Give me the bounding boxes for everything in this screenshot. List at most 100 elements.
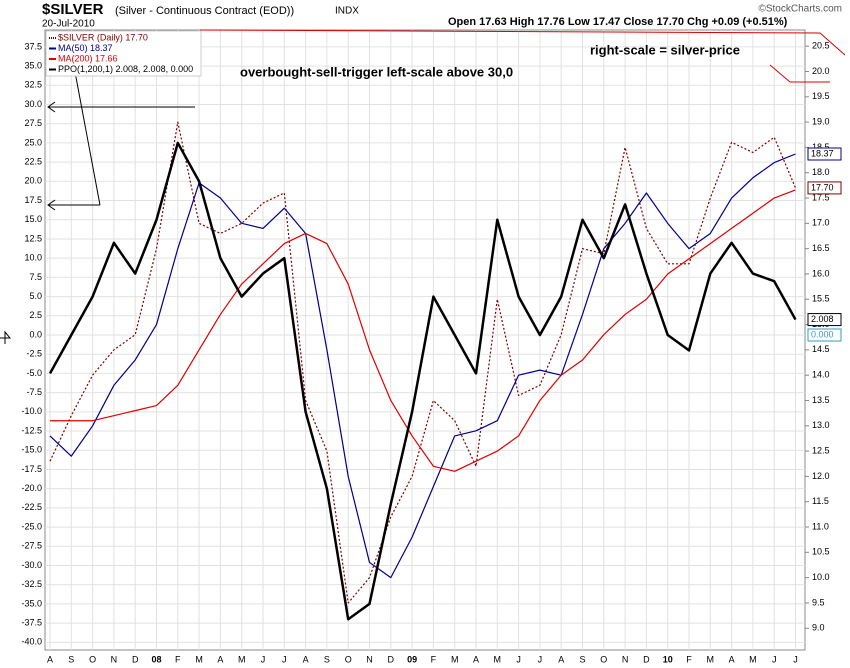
legend-label: $SILVER (Daily) 17.70 [58,32,148,42]
y-tick-label: -35.0 [21,598,42,608]
y2-tick-label: 20.5 [812,41,830,51]
y-tick-label: 12.5 [24,233,42,243]
plot-frame [44,29,806,651]
value-badge-label: 2.008 [811,314,834,324]
y-tick-label: 0.0 [29,329,42,339]
x-tick-label: A [558,654,564,664]
y-tick-label: 10.0 [24,253,42,263]
x-tick-label: J [538,654,543,664]
y2-tick-label: 13.0 [812,420,830,430]
value-badge [807,147,842,161]
y2-tick-label: 9.0 [812,623,825,633]
x-tick-label: M [749,654,757,664]
x-tick-label: A [729,654,735,664]
x-tick-label: J [282,654,287,664]
x-tick-label: N [366,654,373,664]
value-badge [807,313,842,327]
legend-label: MA(50) 18.37 [58,43,113,53]
legend-label: MA(200) 17.66 [58,53,118,63]
x-tick-label: S [579,654,585,664]
y-tick-label: -17.5 [21,464,42,474]
date: 20-Jul-2010 [42,19,95,30]
y-tick-label: -32.5 [21,579,42,589]
x-tick-label: M [451,654,459,664]
y-tick-label: -25.0 [21,521,42,531]
x-tick-label: M [707,654,715,664]
x-tick-label: O [600,654,607,664]
y2-tick-label: 15.5 [812,294,830,304]
y2-tick-label: 11.5 [812,496,829,506]
y-tick-label: -20.0 [21,483,42,493]
x-tick-label: 10 [663,654,673,664]
x-tick-label: O [89,654,96,664]
x-tick-label: S [68,654,74,664]
y-tick-label: 5.0 [29,291,42,301]
value-badge-label: 17.70 [811,182,834,192]
y-tick-label: -5.0 [26,368,42,378]
y-tick-label: 35.0 [24,60,42,70]
y-tick-label: -37.5 [21,617,42,627]
chart-subtitle: (Silver - Continuous Contract (EOD)) [115,5,294,17]
annotation: right-scale = silver-price [590,42,740,57]
x-tick-label: J [516,654,521,664]
y2-tick-label: 20.0 [812,66,830,76]
x-tick-label: 09 [407,654,417,664]
series-line [48,141,797,621]
y2-tick-label: 9.5 [812,597,825,607]
x-tick-label: J [772,654,777,664]
y-tick-label: 15.0 [24,214,42,224]
y2-tick-label: 10.5 [812,547,830,557]
x-tick-label: A [47,654,53,664]
y-tick-label: -7.5 [26,387,42,397]
credit: ©StockCharts.com [758,4,842,15]
x-tick-label: J [793,654,798,664]
y-tick-label: 17.5 [24,195,42,205]
x-tick-label: D [388,654,395,664]
y2-tick-label: 17.0 [812,218,830,228]
y2-tick-label: 12.0 [812,471,830,481]
lines [48,121,797,621]
y2-tick-label: 19.0 [812,116,830,126]
y2-tick-label: 14.0 [812,370,830,380]
y-tick-label: -22.5 [21,502,42,512]
x-tick-label: M [238,654,246,664]
x-tick-label: A [303,654,309,664]
signal-badge [807,328,842,342]
y-tick-label: 32.5 [24,80,42,90]
x-tick-label: A [473,654,479,664]
y-tick-label: -12.5 [21,425,42,435]
x-tick-label: A [217,654,223,664]
y-tick-label: 37.5 [24,41,42,51]
x-tick-label: M [494,654,502,664]
y-tick-label: 7.5 [29,272,42,282]
x-tick-label: N [111,654,118,664]
y-tick-label: 2.5 [29,310,42,320]
y2-tick-label: 18.0 [812,167,830,177]
y-tick-label: 27.5 [24,118,42,128]
x-tick-label: O [345,654,352,664]
y-tick-label: -15.0 [21,445,42,455]
value-badge-label: 18.37 [811,148,834,158]
x-tick-label: J [261,654,266,664]
y2-tick-label: 18.5 [812,142,830,152]
y2-tick-label: 16.0 [812,268,830,278]
annotation-arrows [0,29,846,344]
x-tick-label: M [195,654,203,664]
grid [45,30,805,650]
x-tick-label: S [324,654,330,664]
x-tick-label: N [622,654,629,664]
annotation: overbought-sell-trigger left-scale above… [240,64,513,79]
value-badge [807,181,842,195]
chart-title: $SILVER [42,1,104,18]
x-tick-label: F [686,654,692,664]
exchange: INDX [335,6,359,17]
y2-tick-label: 16.5 [812,243,830,253]
y-tick-label: -27.5 [21,541,42,551]
legend-box [45,30,202,77]
legend-label: PPO(1,200,1) 2.008, 2.008, 0.000 [58,64,193,74]
y2-tick-label: 19.5 [812,91,830,101]
signal-badge-label: 0.000 [811,329,834,339]
x-tick-label: F [431,654,437,664]
